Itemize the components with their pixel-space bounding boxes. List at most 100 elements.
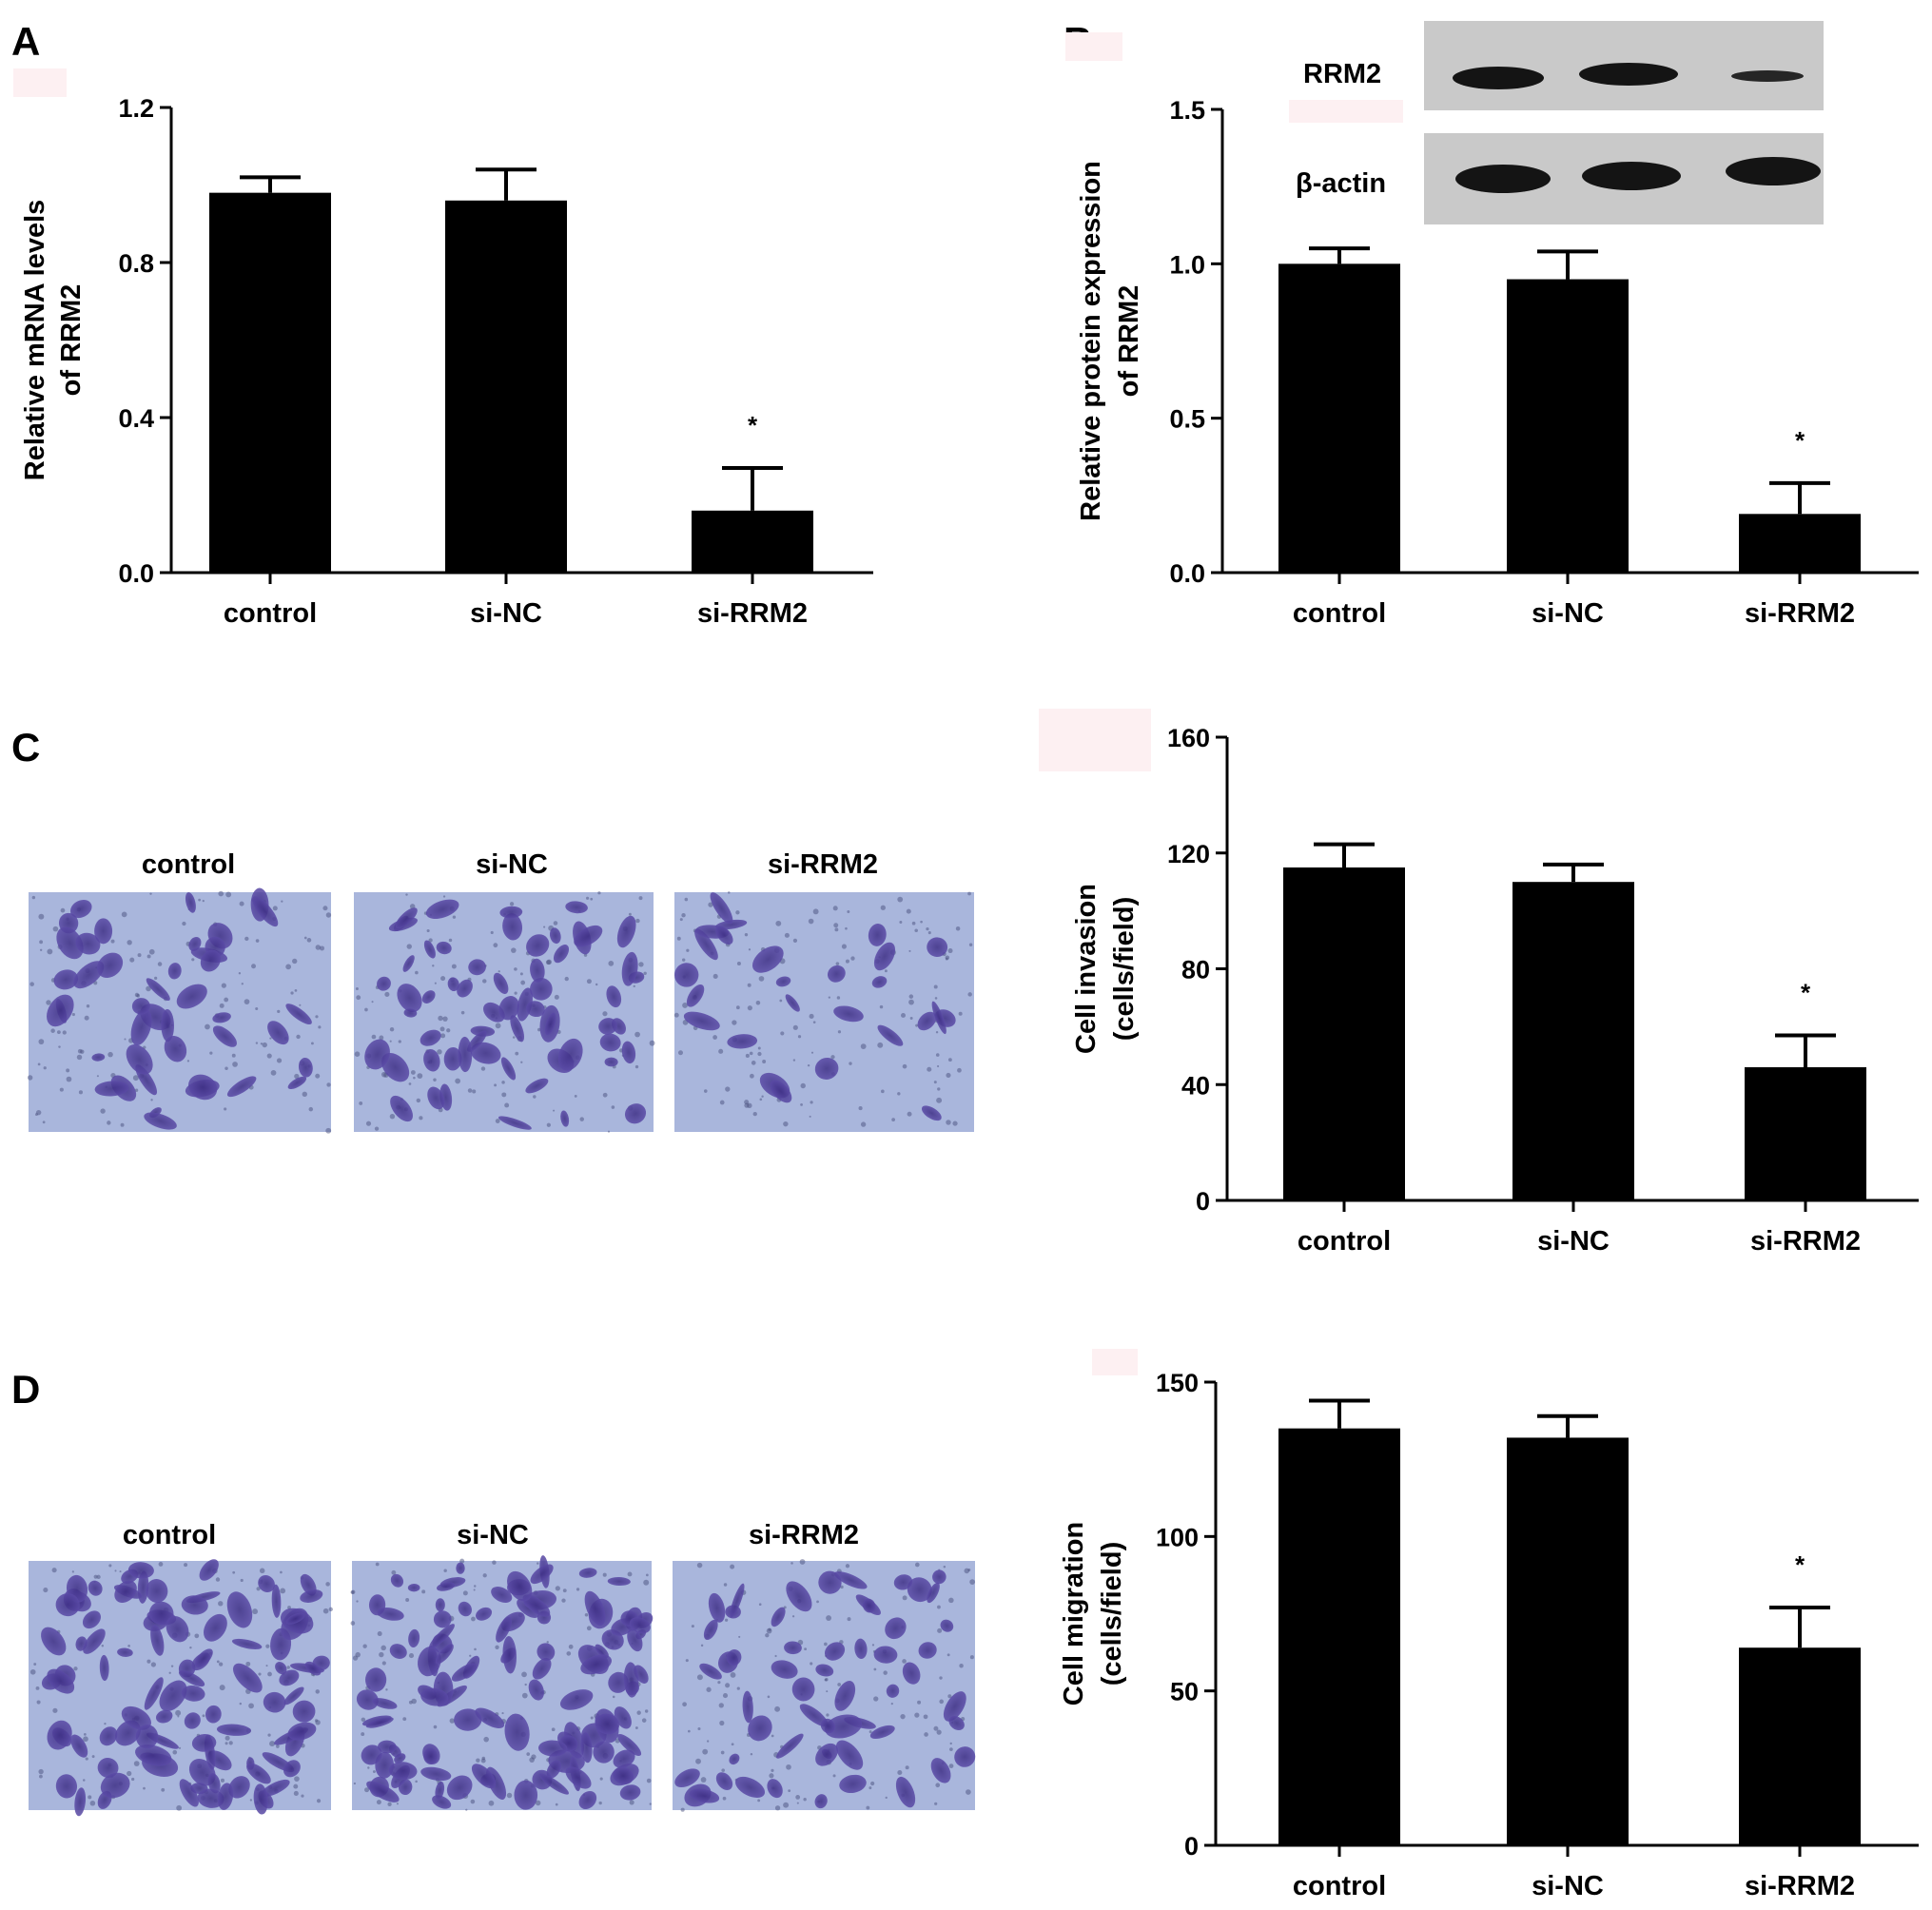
stained-cell xyxy=(557,1038,583,1071)
stained-cell xyxy=(565,1766,592,1789)
pore xyxy=(638,962,644,967)
pore xyxy=(39,1774,43,1779)
pore xyxy=(947,948,953,954)
pore xyxy=(371,1001,374,1004)
pore xyxy=(146,985,151,992)
pore xyxy=(747,983,751,987)
stained-cell xyxy=(263,1691,286,1713)
pore xyxy=(177,1715,180,1718)
stained-cell xyxy=(927,937,948,958)
stained-cell xyxy=(729,1753,740,1765)
pore xyxy=(490,930,494,935)
pore xyxy=(966,1789,971,1795)
pore xyxy=(108,1564,112,1568)
pore xyxy=(488,1800,495,1806)
pore xyxy=(85,1757,88,1761)
stained-cell xyxy=(433,1610,452,1628)
pore xyxy=(703,1089,708,1093)
pore xyxy=(175,1709,182,1716)
pore xyxy=(731,1743,734,1746)
stained-cell xyxy=(271,1584,282,1618)
blot-band xyxy=(1453,67,1544,89)
stained-cell xyxy=(727,1034,758,1049)
stained-cell xyxy=(931,1001,946,1035)
pore xyxy=(873,1667,877,1671)
pore xyxy=(194,1633,200,1639)
pore xyxy=(696,1674,703,1681)
stained-cell xyxy=(560,1110,570,1127)
stained-cell xyxy=(708,1592,726,1623)
stained-cell xyxy=(496,1616,512,1643)
pore xyxy=(792,1059,796,1062)
pore xyxy=(408,1700,413,1705)
pore xyxy=(512,1036,516,1039)
pore xyxy=(634,1726,638,1729)
stained-cell xyxy=(735,1776,766,1799)
stained-cell xyxy=(694,928,718,961)
pore xyxy=(809,1013,814,1020)
pore xyxy=(757,1799,761,1803)
pore xyxy=(531,1754,537,1760)
pore xyxy=(535,1800,541,1806)
pore xyxy=(191,958,195,962)
stained-cell xyxy=(203,1613,227,1642)
significance-marker: * xyxy=(1801,979,1811,1007)
pore xyxy=(367,1766,370,1769)
bar xyxy=(1507,1437,1629,1845)
pore xyxy=(416,1098,421,1103)
stained-cell xyxy=(613,1749,635,1768)
stained-cell xyxy=(458,1036,473,1073)
pore xyxy=(543,926,546,928)
pore xyxy=(219,1685,225,1691)
pore xyxy=(792,1024,798,1030)
stained-cell xyxy=(212,1025,237,1047)
pore xyxy=(73,1666,78,1671)
pore xyxy=(91,1755,95,1759)
pore xyxy=(71,1012,75,1017)
stained-cell xyxy=(395,907,418,929)
pore xyxy=(564,976,569,982)
y-tick-label: 1.5 xyxy=(1169,96,1205,125)
stained-cell xyxy=(146,1579,168,1604)
pore xyxy=(398,1040,401,1043)
pore xyxy=(482,979,487,984)
pore xyxy=(946,1120,951,1125)
stained-cell xyxy=(178,1670,205,1687)
stained-cell xyxy=(179,1779,199,1807)
pore xyxy=(149,892,152,895)
pore xyxy=(434,982,437,984)
pore xyxy=(296,1034,301,1040)
pore xyxy=(697,1727,701,1731)
pore xyxy=(318,1025,322,1029)
pore xyxy=(498,970,500,973)
pore xyxy=(38,913,45,920)
pore xyxy=(224,1735,230,1741)
stained-cell xyxy=(279,1669,300,1686)
pore xyxy=(244,936,249,942)
pore xyxy=(356,995,361,1001)
pore xyxy=(221,983,226,988)
pore xyxy=(923,1714,928,1720)
micrograph-si-nc xyxy=(354,891,655,1133)
pore xyxy=(71,1570,74,1573)
pore xyxy=(308,1106,314,1112)
pore xyxy=(586,979,592,984)
stained-cell xyxy=(228,1776,250,1799)
stained-cell xyxy=(55,1774,78,1799)
stained-cell xyxy=(261,1779,290,1797)
stained-cell xyxy=(593,1741,615,1764)
pore xyxy=(146,1659,151,1664)
stained-cell xyxy=(893,1574,913,1590)
stained-cell xyxy=(454,1708,482,1731)
pore xyxy=(871,1644,875,1647)
western-blot: RRM2 β-actin xyxy=(1296,21,1824,224)
stained-cell xyxy=(389,1644,407,1659)
pore xyxy=(939,1676,943,1680)
pore xyxy=(723,1583,728,1587)
pore xyxy=(460,1010,465,1015)
pore xyxy=(377,1631,382,1637)
stained-cell xyxy=(710,892,733,925)
stained-cell xyxy=(854,1638,868,1660)
stained-cell xyxy=(544,1012,556,1036)
pore xyxy=(551,1727,556,1732)
